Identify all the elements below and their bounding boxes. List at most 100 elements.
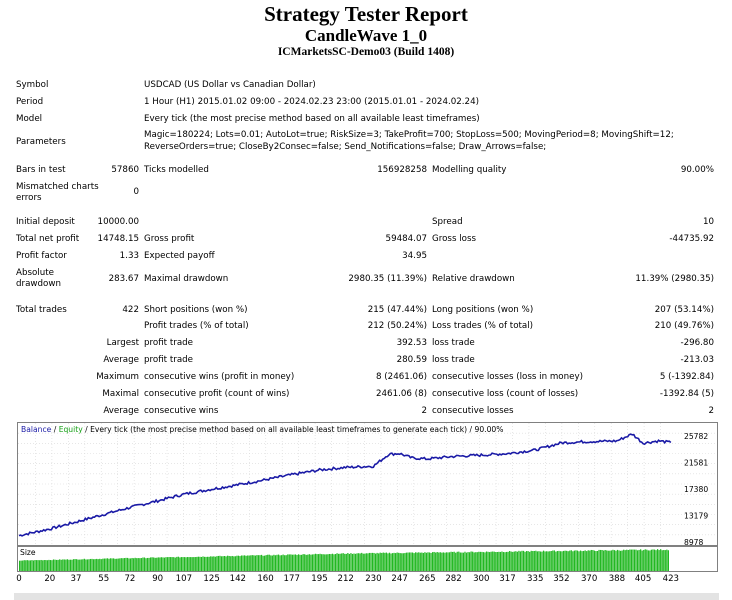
size-bar [35, 560, 38, 571]
size-bar [419, 552, 421, 571]
size-bar [524, 551, 526, 571]
size-bar [190, 557, 192, 571]
size-bar [148, 557, 150, 571]
profit-trades-value: 212 (50.24%) [367, 321, 427, 331]
mismatch-label-2: errors [16, 193, 42, 203]
ticks-label: Ticks modelled [144, 165, 209, 175]
size-bar [213, 556, 215, 571]
average-consec-label: Average [103, 406, 139, 416]
size-bar [395, 553, 397, 571]
gross-loss-value: -44735.92 [669, 234, 714, 244]
x-tick-label: 300 [473, 574, 490, 584]
size-bar [530, 550, 532, 571]
size-bar [157, 557, 159, 571]
size-bar [411, 552, 414, 571]
relative-drawdown-value: 11.39% (2980.35) [635, 274, 714, 284]
size-bar [643, 549, 645, 571]
y-tick-labels: 25782 21581 17380 13179 8978 [684, 432, 708, 546]
symbol-value: USDCAD (US Dollar vs Canadian Dollar) [144, 80, 316, 90]
size-bar [339, 553, 341, 571]
size-bar [518, 550, 520, 571]
x-tick-label: 317 [499, 574, 516, 584]
relative-drawdown-label: Relative drawdown [432, 274, 515, 284]
size-bar [291, 554, 293, 571]
size-bar [610, 550, 612, 571]
expected-payoff-value: 34.95 [402, 251, 427, 261]
size-bar [504, 552, 506, 571]
size-bar [456, 551, 458, 571]
size-bar [22, 560, 24, 571]
size-bar [583, 550, 585, 571]
size-bar [131, 557, 133, 571]
x-tick-label: 230 [365, 574, 382, 584]
size-bar [442, 552, 445, 571]
size-bar [495, 552, 497, 571]
size-bar [225, 556, 227, 571]
size-bar [473, 552, 475, 571]
size-bar [219, 555, 221, 571]
size-bar [211, 556, 213, 571]
size-bar [205, 556, 207, 571]
gross-loss-label: Gross loss [432, 234, 477, 244]
size-bar [382, 552, 384, 571]
size-bar [200, 556, 203, 571]
size-bar [564, 550, 566, 571]
size-bar [128, 558, 130, 571]
size-bar [234, 556, 236, 571]
size-bar [408, 552, 411, 571]
maximum-label: Maximum [96, 372, 139, 382]
size-bar [365, 553, 367, 571]
size-bar [154, 557, 156, 571]
spread-label: Spread [432, 217, 463, 227]
size-bar [623, 549, 625, 571]
average-label: Average [103, 355, 139, 365]
size-bar [228, 555, 230, 571]
size-bar [461, 552, 463, 571]
size-bar [481, 551, 483, 571]
size-bar [475, 552, 477, 571]
size-bar [515, 551, 517, 571]
size-bar [364, 553, 366, 571]
size-bar [223, 556, 226, 571]
size-bar [119, 558, 121, 571]
model-value: Every tick (the most precise method base… [144, 114, 480, 124]
size-bar [49, 560, 52, 571]
size-bar [72, 559, 75, 571]
x-tick-label: 282 [445, 574, 462, 584]
size-bar [114, 558, 116, 571]
size-bar [485, 551, 488, 571]
size-bar [74, 559, 76, 571]
y-tick-label: 13179 [684, 512, 708, 521]
size-bar [94, 559, 96, 571]
maximal-drawdown-label: Maximal drawdown [144, 274, 229, 284]
size-bar [646, 549, 648, 571]
size-bar [627, 550, 629, 571]
size-bar [546, 551, 548, 571]
size-bar [89, 558, 92, 571]
size-bar [525, 551, 528, 571]
expected-payoff-label: Expected payoff [144, 251, 215, 261]
size-bar [452, 551, 454, 571]
size-bar [598, 549, 600, 571]
size-bar [450, 551, 452, 571]
profit-factor-label: Profit factor [16, 251, 67, 261]
mismatch-value: 0 [133, 187, 139, 197]
size-bar [656, 549, 659, 571]
size-bar [626, 549, 628, 571]
size-bar [544, 551, 546, 571]
size-bar [510, 551, 512, 571]
average-loss-value: -213.03 [680, 355, 714, 365]
size-bar [59, 559, 61, 571]
size-bar [227, 555, 229, 571]
size-bar [237, 555, 240, 571]
size-bar [259, 555, 261, 571]
svg-text:Balance / Equity / Every tick: Balance / Equity / Every tick (the most … [21, 425, 503, 434]
size-bar [290, 554, 292, 571]
size-bar [399, 553, 401, 571]
size-bar [163, 557, 166, 571]
size-bar [666, 549, 668, 571]
size-bar [264, 555, 266, 571]
size-bar [180, 557, 183, 571]
size-bar [387, 553, 389, 571]
size-bar [552, 550, 554, 571]
